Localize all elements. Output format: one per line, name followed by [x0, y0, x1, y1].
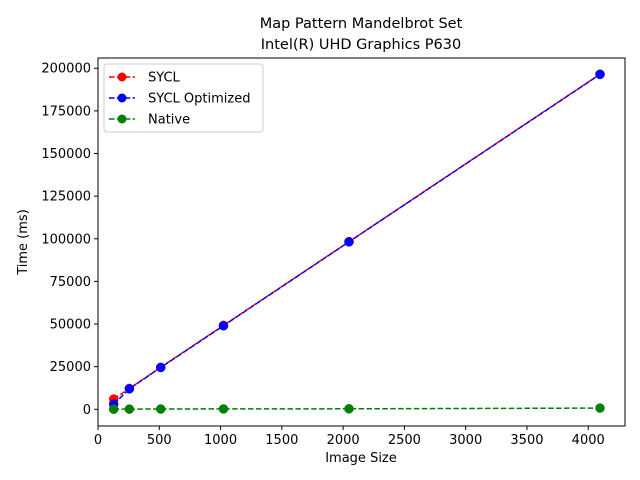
legend-marker [117, 72, 127, 82]
data-point [155, 362, 166, 373]
legend-marker [117, 114, 127, 124]
legend-item: SYCL [109, 71, 181, 86]
chart-subtitle: Intel(R) UHD Graphics P630 [261, 37, 461, 53]
series-line [113, 407, 601, 410]
legend-item: SYCL Optimized [109, 92, 250, 107]
x-tick-label: 3000 [449, 433, 482, 448]
data-point [218, 320, 229, 331]
x-axis: 0 500 1000 1500 2000 2500 3000 3500 4000 [94, 426, 605, 448]
legend-label: SYCL Optimized [148, 92, 250, 107]
data-point [155, 404, 166, 414]
x-tick-label: 4000 [572, 433, 605, 448]
data-point [595, 69, 605, 80]
legend: SYCL SYCL Optimized Native [103, 63, 264, 133]
series-sycl-optimized [108, 69, 605, 409]
data-point [124, 404, 135, 414]
data-point [108, 404, 119, 414]
y-tick-label: 200000 [41, 62, 91, 77]
y-tick-label: 50000 [50, 318, 91, 333]
legend-marker [117, 93, 127, 103]
x-tick-label: 1500 [265, 433, 298, 448]
y-axis-label: Time (ms) [16, 209, 31, 276]
y-tick-label: 100000 [41, 232, 91, 247]
y-tick-label: 0 [83, 403, 91, 418]
series-native [108, 403, 605, 414]
x-tick-label: 3500 [510, 433, 543, 448]
legend-label: SYCL [148, 71, 181, 86]
y-tick-label: 150000 [41, 147, 91, 162]
legend-box [103, 63, 264, 133]
chart-title: Map Pattern Mandelbrot Set [260, 16, 463, 32]
x-tick-label: 2500 [388, 433, 421, 448]
y-tick-label: 125000 [41, 190, 91, 205]
x-axis-label: Image Size [325, 451, 397, 466]
y-tick-label: 25000 [50, 360, 91, 375]
plot-frame [97, 57, 626, 427]
data-point [344, 404, 354, 414]
plot-area [108, 69, 605, 414]
x-tick-label: 0 [94, 433, 102, 448]
legend-item: Native [109, 113, 190, 128]
data-point [124, 384, 135, 394]
y-tick-label: 175000 [41, 104, 91, 119]
legend-label: Native [148, 113, 190, 128]
x-tick-label: 500 [147, 433, 172, 448]
data-point [344, 237, 354, 247]
x-tick-label: 2000 [327, 433, 360, 448]
data-point [218, 404, 229, 414]
y-tick-label: 75000 [50, 275, 91, 290]
data-point [595, 403, 605, 413]
y-axis: 0 25000 50000 75000 100000 125000 150000 175000… [41, 62, 98, 418]
x-tick-label: 1000 [204, 433, 237, 448]
